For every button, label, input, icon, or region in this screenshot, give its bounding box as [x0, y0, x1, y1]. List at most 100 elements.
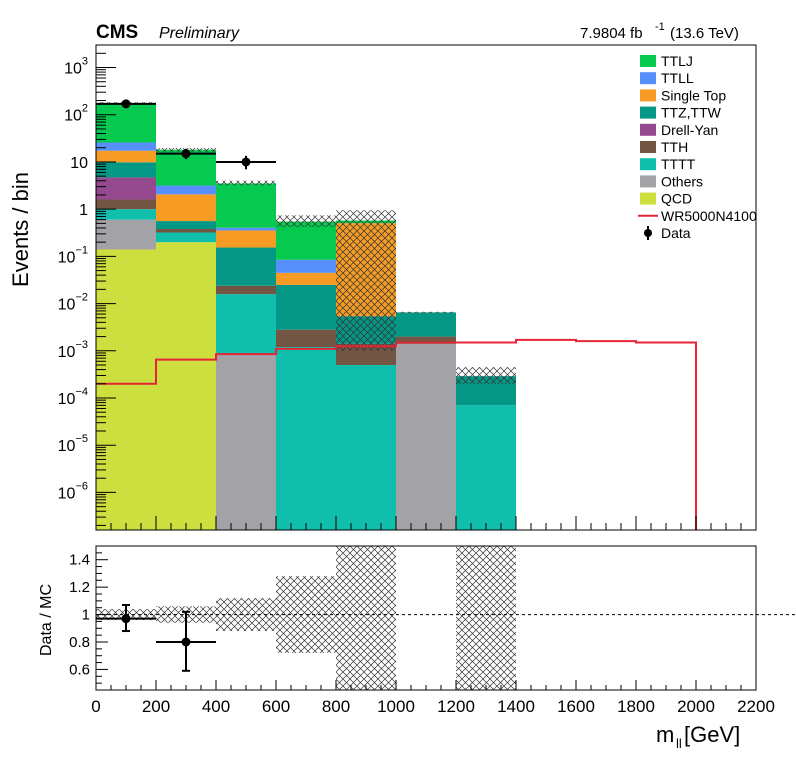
- x-tick-label-1: 200: [142, 697, 170, 716]
- y-tick-base: 10: [58, 297, 76, 314]
- legend-swatch-ttz-ttw: [640, 106, 656, 119]
- mc-unc-band-bin-6: [456, 367, 516, 384]
- y-tick-label-9: 103: [64, 56, 88, 78]
- ratio-y-tick-label-1: 0.8: [69, 634, 90, 651]
- bar-ttz-ttw-bin-3: [276, 284, 336, 330]
- data-point-1: [181, 149, 191, 159]
- bar-tttt-bin-6: [456, 405, 516, 530]
- lumi-exponent: -1: [655, 21, 665, 33]
- ratio-band-bin-5: [456, 546, 516, 690]
- y-tick-exponent: −1: [75, 244, 88, 256]
- bar-others-bin-5: [396, 343, 456, 530]
- bar-ttll-bin-2: [216, 227, 276, 231]
- data-point-0: [121, 99, 131, 109]
- y-tick-base: 10: [58, 485, 76, 502]
- legend-swatch-ttlj: [640, 55, 656, 67]
- bar-others-bin-0: [96, 219, 156, 250]
- bar-tth-bin-5: [396, 336, 456, 344]
- bar-tth-bin-0: [96, 199, 156, 210]
- bar-single-top-bin-1: [156, 194, 216, 222]
- bar-others-bin-2: [216, 354, 276, 530]
- y-tick-base: 10: [64, 61, 82, 78]
- lumi-value: 7.9804 fb: [580, 25, 643, 42]
- y-tick-exponent: −5: [75, 433, 88, 445]
- stacked-bars: [96, 103, 516, 530]
- y-tick-label-3: 10−3: [58, 339, 88, 361]
- legend-swatch-data: [644, 229, 652, 237]
- bar-ttll-bin-3: [276, 259, 336, 273]
- legend-swatch-tttt: [640, 158, 656, 171]
- bar-ttz-ttw-bin-1: [156, 221, 216, 229]
- x-tick-label-10: 2000: [677, 697, 715, 716]
- y-tick-base: 1: [79, 202, 88, 219]
- legend-swatch-tth: [640, 141, 656, 153]
- signal-histogram: [96, 338, 697, 530]
- x-tick-label-4: 800: [322, 697, 350, 716]
- legend-swatch-drell-yan: [640, 123, 656, 136]
- legend-label-single-top: Single Top: [661, 87, 726, 103]
- ratio-points: [96, 603, 216, 672]
- y-tick-label-2: 10−4: [58, 386, 88, 408]
- legend-label-others: Others: [661, 173, 703, 189]
- y-tick-label-6: 1: [79, 202, 88, 219]
- bar-qcd-bin-1: [156, 242, 216, 530]
- bar-tttt-bin-1: [156, 232, 216, 243]
- data-points: [96, 99, 276, 170]
- legend-label-ttz-ttw: TTZ,TTW: [661, 105, 722, 121]
- bar-tth-bin-3: [276, 329, 336, 348]
- bar-ttlj-bin-0: [96, 103, 156, 143]
- x-tick-label-6: 1200: [437, 697, 475, 716]
- y-tick-label-1: 10−5: [58, 433, 88, 455]
- ratio-band-bin-4: [336, 546, 396, 690]
- ratio-point-0: [121, 614, 131, 624]
- bar-drell-yan-bin-0: [96, 177, 156, 200]
- bar-single-top-bin-2: [216, 230, 276, 248]
- legend-swatch-others: [640, 175, 656, 188]
- x-axis-title-subscript: ll: [676, 736, 682, 751]
- bar-single-top-bin-3: [276, 272, 336, 285]
- energy-label: (13.6 TeV): [670, 25, 739, 42]
- y-tick-exponent: −4: [75, 386, 88, 398]
- mc-unc-band-bin-3: [276, 215, 336, 227]
- legend-label-tttt: TTTT: [661, 156, 696, 172]
- y-tick-label-8: 102: [64, 103, 88, 125]
- bar-tttt-bin-4: [336, 365, 396, 530]
- mc-unc-band-bin-5: [396, 311, 456, 314]
- signal-line-wr5000n4100: [96, 338, 697, 530]
- y-tick-label-0: 10−6: [58, 480, 88, 502]
- y-tick-label-5: 10−1: [58, 244, 88, 266]
- legend-label-qcd: QCD: [661, 191, 692, 207]
- y-tick-exponent: 2: [82, 103, 88, 115]
- bar-ttlj-bin-3: [276, 221, 336, 260]
- legend-swatch-ttll: [640, 72, 656, 85]
- y-tick-base: 10: [70, 155, 88, 172]
- ratio-point-1: [181, 637, 191, 647]
- ratio-y-tick-label-3: 1.2: [69, 579, 90, 596]
- legend-label-ttll: TTLL: [661, 70, 694, 86]
- y-tick-base: 10: [58, 391, 76, 408]
- legend-label-wr5000n4100: WR5000N4100: [661, 208, 757, 224]
- bar-ttlj-bin-2: [216, 183, 276, 228]
- x-tick-label-0: 0: [91, 697, 100, 716]
- legend-swatch-single-top: [640, 89, 656, 102]
- bar-ttll-bin-1: [156, 185, 216, 195]
- mc-unc-band-bin-2: [216, 180, 276, 186]
- experiment-label: CMS: [96, 22, 138, 43]
- ratio-y-tick-label-2: 1: [82, 607, 90, 624]
- bar-tth-bin-2: [216, 285, 276, 295]
- bar-single-top-bin-0: [96, 150, 156, 163]
- x-tick-label-8: 1600: [557, 697, 595, 716]
- y-tick-exponent: 3: [82, 56, 88, 68]
- mc-unc-band-bin-4: [336, 210, 396, 351]
- y-tick-base: 10: [58, 438, 76, 455]
- bar-tth-bin-1: [156, 228, 216, 233]
- x-axis-title: m ll [GeV]: [656, 722, 740, 751]
- x-tick-label-9: 1800: [617, 697, 655, 716]
- bar-tttt-bin-3: [276, 347, 336, 530]
- y-tick-exponent: −2: [75, 292, 88, 304]
- legend-label-data: Data: [661, 225, 691, 241]
- bar-tttt-bin-2: [216, 294, 276, 355]
